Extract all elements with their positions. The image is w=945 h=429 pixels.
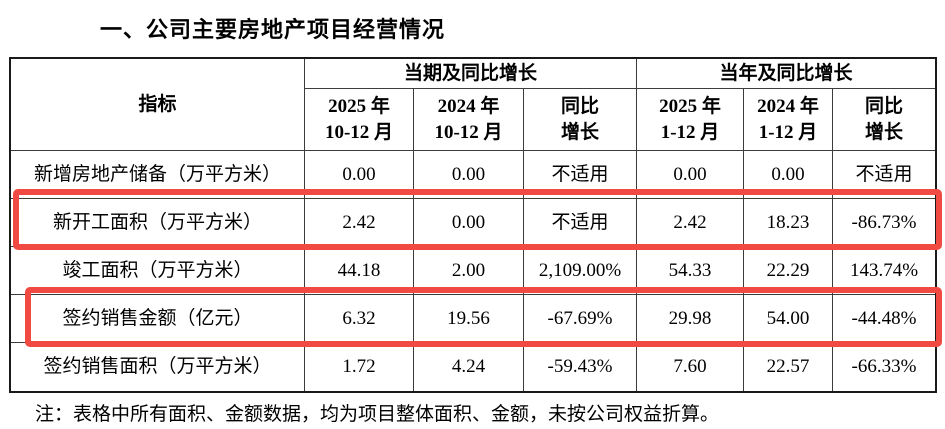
table-cell: -67.69%: [524, 295, 637, 343]
table-cell: 4.24: [414, 343, 524, 391]
table-cell: 54.33: [637, 247, 744, 295]
group-header-current-year: 当年及同比增长: [637, 59, 935, 89]
table-cell: 不适用: [524, 151, 637, 199]
table-cell: 44.18: [305, 247, 414, 295]
column-header-2025-q4: 2025 年 10-12 月: [305, 89, 414, 151]
row-label: 签约销售面积（万平方米）: [11, 343, 305, 391]
column-header-yoy-period: 同比 增长: [524, 89, 637, 151]
footnote: 注：表格中所有面积、金额数据，均为项目整体面积、金额，未按公司权益折算。: [35, 404, 720, 425]
table-cell: 1.72: [305, 343, 414, 391]
table-cell: 0.00: [305, 151, 414, 199]
table-cell: 22.57: [744, 343, 833, 391]
table-cell: 6.32: [305, 295, 414, 343]
table-cell: 2.42: [305, 199, 414, 247]
table-cell: 18.23: [744, 199, 833, 247]
column-header-indicator: 指标: [11, 59, 305, 151]
column-header-2024-year: 2024 年 1-12 月: [744, 89, 833, 151]
table-cell: 7.60: [637, 343, 744, 391]
table-cell: 0.00: [414, 151, 524, 199]
table-cell: 22.29: [744, 247, 833, 295]
column-header-2025-year: 2025 年 1-12 月: [637, 89, 744, 151]
group-header-current-period: 当期及同比增长: [305, 59, 637, 89]
table-cell: 0.00: [414, 199, 524, 247]
table-cell: 0.00: [744, 151, 833, 199]
row-label: 新增房地产储备（万平方米）: [11, 151, 305, 199]
table-cell: 不适用: [524, 199, 637, 247]
table-cell: -66.33%: [851, 356, 917, 378]
operations-table: 指标 当期及同比增长 当年及同比增长 2025 年 10-12 月 2024 年…: [9, 57, 937, 393]
column-header-yoy-year: 同比 增长: [833, 89, 935, 151]
table-cell: 2.42: [637, 199, 744, 247]
table-cell: 0.00: [637, 151, 744, 199]
table-cell: -59.43%: [524, 343, 637, 391]
column-header-2024-q4: 2024 年 10-12 月: [414, 89, 524, 151]
row-label: 签约销售金额（亿元）: [11, 295, 305, 343]
table-cell: 29.98: [637, 295, 744, 343]
row-label: 竣工面积（万平方米）: [11, 247, 305, 295]
row-label: 新开工面积（万平方米）: [11, 199, 305, 247]
table-cell: -86.73%: [833, 199, 935, 247]
table-cell: 54.00: [744, 295, 833, 343]
section-title: 一、公司主要房地产项目经营情况: [100, 17, 446, 42]
table-cell: 2,109.00%: [524, 247, 637, 295]
table-cell: 143.74%: [833, 247, 935, 295]
table-cell: 不适用: [833, 151, 935, 199]
table-cell: 19.56: [414, 295, 524, 343]
table-cell: -44.48%: [833, 295, 935, 343]
table-cell: 2.00: [414, 247, 524, 295]
